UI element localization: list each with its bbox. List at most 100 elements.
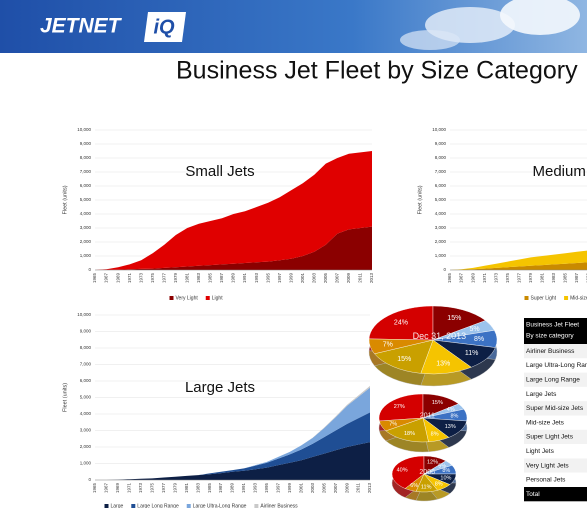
- area: [95, 151, 372, 270]
- x-tick-label: 1977: [161, 483, 166, 494]
- x-tick-label: 2007: [335, 273, 340, 284]
- legend-swatch: [131, 504, 136, 508]
- cloud: [500, 0, 580, 35]
- x-tick-label: 1969: [115, 483, 120, 494]
- y-tick-label: 2,000: [80, 444, 92, 449]
- pie-label: 40%: [397, 467, 408, 473]
- pie-label: 15%: [432, 400, 443, 406]
- table-cell: Large Ultra-Long Range: [526, 362, 587, 369]
- table: Business Jet Fleet By size category Airlin…: [524, 318, 587, 502]
- y-tick-label: 3,000: [435, 225, 447, 230]
- pie-chart: 27%15%4%8%13%8%18%7%2011: [378, 393, 468, 453]
- table-title: By size category: [526, 333, 574, 340]
- x-tick-label: 1981: [540, 273, 545, 284]
- x-tick-label: 1973: [138, 483, 143, 494]
- x-tick-label: 1979: [172, 483, 177, 494]
- pie-label: 10%: [440, 475, 451, 481]
- legend-label: Mid-size: [570, 295, 587, 301]
- pie-label: 8%: [435, 481, 443, 487]
- table-row: [524, 415, 587, 430]
- y-tick-label: 8,000: [80, 345, 92, 350]
- y-tick-label: 2,000: [435, 239, 447, 244]
- x-tick-label: 2005: [323, 273, 328, 284]
- slide-title: Business Jet Fleet by Size Category: [176, 57, 578, 85]
- legend-label: Large: [111, 503, 124, 508]
- x-tick-label: 1975: [149, 483, 154, 494]
- y-tick-label: 4,000: [80, 411, 92, 416]
- y-tick-label: 1,000: [435, 253, 447, 258]
- pie-chart: 40%12%5%8%10%8%11%6%2006: [391, 455, 457, 502]
- pie-label: 13%: [445, 424, 456, 430]
- y-tick-label: 4,000: [435, 211, 447, 216]
- y-tick-label: 6,000: [435, 183, 447, 188]
- x-tick-label: 1991: [242, 273, 247, 284]
- area-chart: 0 1,000 2,000 3,000 4,000 5,000 6,000 7,000 8,00…: [62, 127, 374, 301]
- x-tick-label: 1993: [254, 273, 259, 284]
- y-tick-label: 6,000: [80, 378, 92, 383]
- table-row: [524, 358, 587, 373]
- pie-label: 8%: [442, 468, 450, 474]
- x-tick-label: 2013: [367, 483, 372, 494]
- table-row: [524, 429, 587, 445]
- x-tick-label: 1989: [586, 273, 587, 284]
- pie-label: 12%: [427, 459, 438, 465]
- header: JETNET iQ: [0, 0, 587, 53]
- x-tick-label: 1989: [230, 483, 235, 494]
- area: [450, 262, 587, 270]
- y-tick-label: 5,000: [435, 197, 447, 202]
- area: [95, 412, 370, 480]
- x-tick-label: 1973: [493, 273, 498, 284]
- table-row: [524, 386, 587, 402]
- legend-label: Super Light: [531, 295, 557, 301]
- y-tick-label: 0: [88, 477, 91, 482]
- legend-label: Very Light: [176, 295, 199, 301]
- x-tick-label: 1965: [447, 273, 452, 284]
- table-row: [524, 444, 587, 459]
- pie-label: 4%: [447, 407, 455, 413]
- legend-swatch: [186, 504, 191, 508]
- pie-slice: [404, 473, 425, 492]
- x-tick-label: 1971: [482, 273, 487, 284]
- x-tick-label: 1981: [184, 483, 189, 494]
- y-tick-label: 10,000: [77, 127, 91, 132]
- x-tick-label: 1999: [287, 483, 292, 494]
- x-tick-label: 1971: [127, 273, 132, 284]
- logo-suffix: iQ: [153, 16, 175, 38]
- pie-title: 2011: [420, 412, 435, 419]
- y-tick-label: 3,000: [80, 225, 92, 230]
- pie-label: 8%: [450, 413, 458, 419]
- legend-label: Light: [212, 295, 223, 301]
- x-tick-label: 2011: [356, 483, 361, 493]
- x-tick-label: 2003: [310, 483, 315, 494]
- pie-label: 11%: [421, 484, 432, 490]
- legend-label: Large Long Range: [137, 503, 179, 508]
- table-cell: Super Light Jets: [526, 434, 574, 441]
- area: [450, 250, 587, 270]
- x-tick-label: 2013: [369, 273, 374, 284]
- x-tick-label: 2009: [346, 273, 351, 284]
- legend-swatch: [104, 504, 109, 508]
- pie-slice: [379, 417, 424, 432]
- legend-label: Large Ultra-Long Range: [193, 503, 247, 508]
- pie-slice: [374, 339, 434, 374]
- table-cell: Airliner Business: [526, 348, 575, 355]
- x-tick-label: 1991: [241, 483, 246, 494]
- table-cell: Large Long Range: [526, 376, 580, 383]
- y-tick-label: 0: [443, 267, 446, 272]
- x-tick-label: 1983: [196, 273, 201, 284]
- pie-label: 8%: [431, 432, 439, 438]
- x-tick-label: 1985: [208, 273, 213, 284]
- table-cell: Large Jets: [526, 391, 557, 398]
- table-cell: Personal Jets: [526, 477, 566, 484]
- table-cell: Light Jets: [526, 448, 555, 455]
- x-tick-label: 1997: [276, 483, 281, 494]
- x-tick-label: 1965: [92, 483, 97, 494]
- legend-swatch: [254, 504, 259, 508]
- x-tick-label: 2001: [298, 483, 303, 494]
- pie-label: 13%: [436, 361, 450, 368]
- chart-title: Small Jets: [185, 163, 254, 180]
- pie-title: 2006: [419, 469, 435, 476]
- x-tick-label: 1969: [115, 273, 120, 284]
